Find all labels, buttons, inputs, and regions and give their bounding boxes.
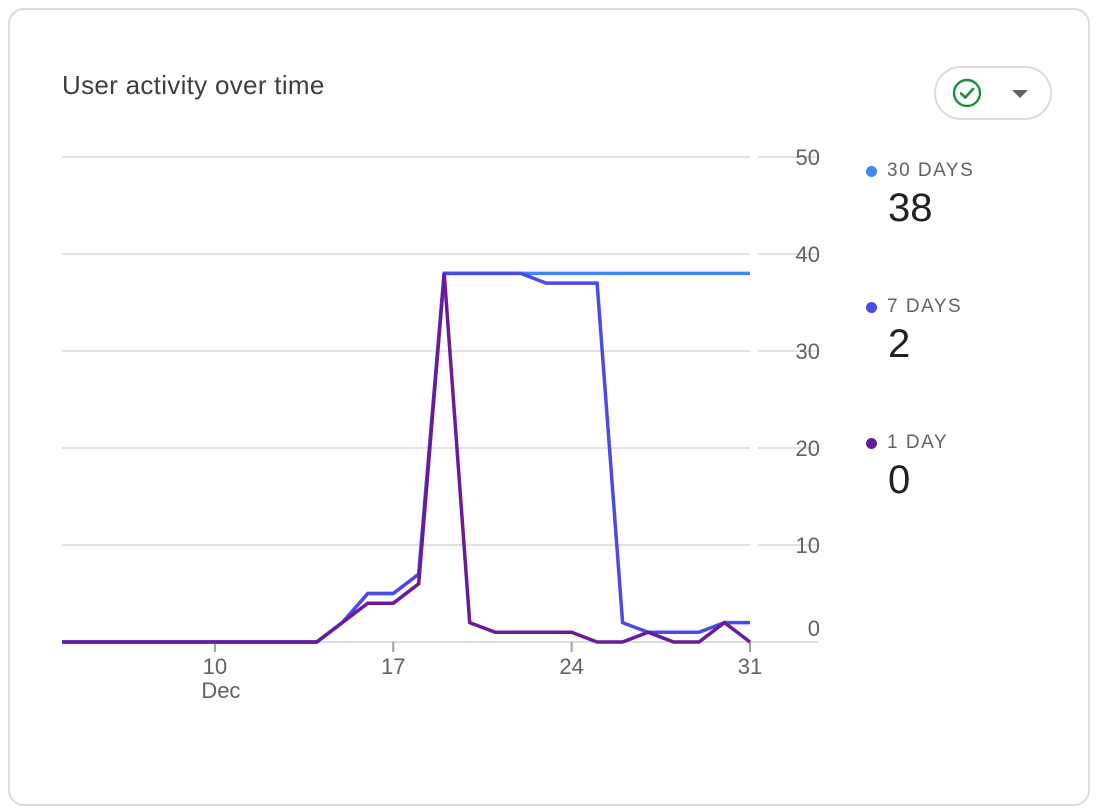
legend-label: 1 DAY (887, 432, 949, 453)
legend-item: 7 DAYS 2 (866, 296, 962, 367)
user-activity-card: User activity over time (8, 8, 1090, 806)
legend-row: 1 DAY (866, 432, 948, 454)
legend-label: 30 DAYS (887, 160, 975, 181)
series-line-7-days (62, 271, 750, 644)
y-tick-label: 20 (796, 436, 820, 461)
legend-item: 30 DAYS 38 (866, 160, 974, 231)
y-tick-label: 10 (796, 533, 820, 558)
x-month-label: Dec (201, 678, 240, 703)
legend-dot-icon (866, 165, 877, 177)
check-circle-icon (952, 78, 982, 108)
x-tick-label: 17 (381, 654, 405, 679)
comparison-filter-button[interactable] (934, 66, 1052, 120)
caret-down-icon (1012, 90, 1028, 98)
y-tick-label: 0 (808, 616, 820, 641)
y-tick-label: 30 (796, 339, 820, 364)
legend-value: 0 (888, 458, 911, 502)
legend-row: 30 DAYS (866, 160, 974, 182)
legend-value: 38 (888, 186, 933, 230)
legend-dot-icon (866, 301, 877, 313)
y-tick-label: 50 (796, 145, 820, 170)
legend-dot-icon (866, 437, 877, 449)
x-tick-label: 31 (738, 654, 762, 679)
legend-item: 1 DAY 0 (866, 432, 948, 503)
legend-label: 7 DAYS (887, 296, 963, 317)
card-title: User activity over time (62, 70, 325, 100)
legend-value: 2 (888, 322, 911, 366)
legend-row: 7 DAYS (866, 296, 962, 318)
series-line-30-days (62, 271, 750, 644)
x-tick-label: 10 (203, 654, 227, 679)
series-line-1-day (62, 273, 752, 644)
x-tick-label: 24 (559, 654, 583, 679)
y-tick-label: 40 (796, 242, 820, 267)
